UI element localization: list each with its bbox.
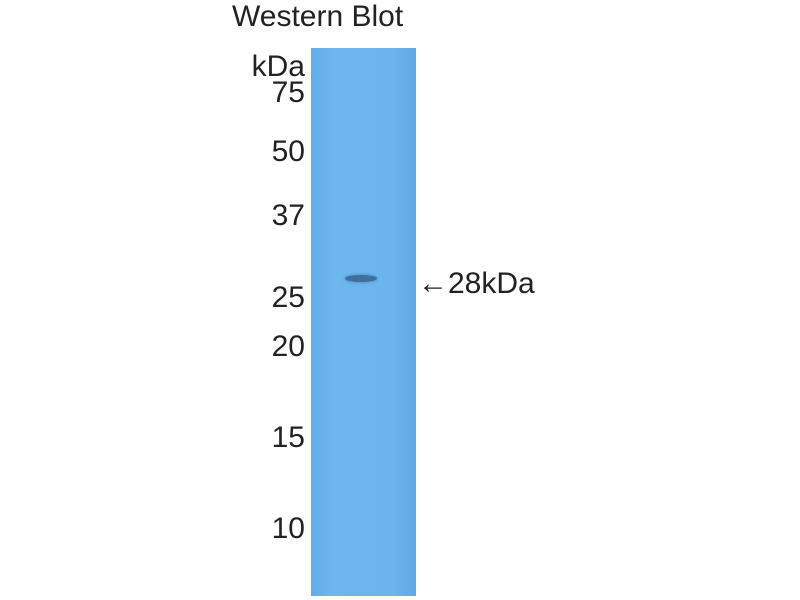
unit-label: kDa (251, 50, 305, 83)
band-annotation: ←28kDa (418, 269, 535, 299)
marker-50: 50 (271, 135, 305, 168)
blot-title: Western Blot (232, 0, 404, 33)
marker-10: 10 (271, 512, 305, 545)
protein-band (345, 275, 377, 282)
left-arrow-icon: ← (418, 267, 448, 300)
marker-15: 15 (271, 421, 305, 454)
band-size-label: 28kDa (448, 267, 535, 300)
marker-37: 37 (271, 199, 305, 232)
marker-20: 20 (271, 330, 305, 363)
blot-lane (311, 48, 416, 596)
marker-25: 25 (271, 281, 305, 314)
marker-75: 75 (271, 76, 305, 109)
